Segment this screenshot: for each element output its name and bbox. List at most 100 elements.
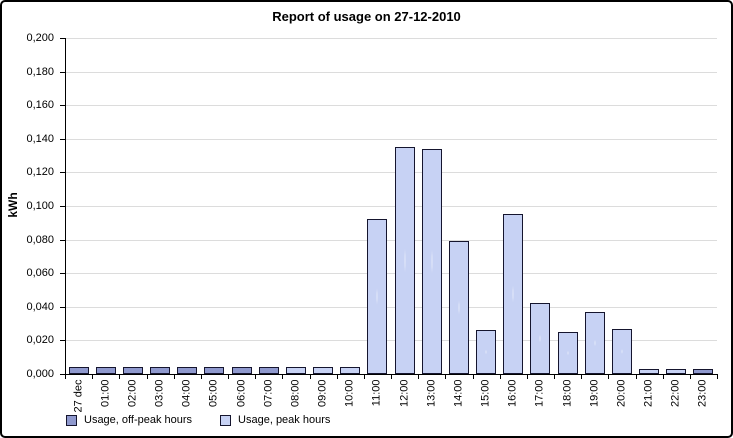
bar bbox=[96, 367, 116, 374]
x-axis-tick bbox=[65, 375, 66, 379]
x-axis-label: 09:00 bbox=[316, 379, 329, 408]
x-axis-label: 27 dec bbox=[72, 379, 85, 413]
y-axis-tick-label: 0,040 bbox=[26, 301, 54, 313]
bar bbox=[666, 369, 686, 374]
bar bbox=[639, 369, 659, 374]
x-axis-label: 19:00 bbox=[588, 379, 601, 408]
legend-label: Usage, peak hours bbox=[238, 414, 331, 426]
legend: Usage, off-peak hours Usage, peak hours bbox=[66, 414, 358, 426]
x-axis-label: 14:00 bbox=[452, 379, 465, 408]
bar bbox=[693, 369, 713, 374]
y-axis-tick bbox=[60, 206, 65, 207]
x-axis-label: 06:00 bbox=[235, 379, 248, 408]
bar bbox=[340, 367, 360, 374]
x-axis-tick bbox=[608, 375, 609, 379]
bar bbox=[558, 332, 578, 374]
x-axis-tick bbox=[445, 375, 446, 379]
bar bbox=[123, 367, 143, 374]
y-axis-tick bbox=[60, 340, 65, 341]
y-axis-tick bbox=[60, 307, 65, 308]
bar bbox=[422, 149, 442, 374]
x-axis-tick bbox=[690, 375, 691, 379]
bar bbox=[313, 367, 333, 374]
x-axis-tick bbox=[147, 375, 148, 379]
bar bbox=[177, 367, 197, 374]
legend-swatch-icon bbox=[220, 414, 232, 426]
x-axis-label: 01:00 bbox=[99, 379, 112, 408]
y-axis-tick bbox=[60, 72, 65, 73]
y-axis-tick-label: 0,180 bbox=[26, 66, 54, 78]
x-axis-tick bbox=[554, 375, 555, 379]
bar bbox=[395, 147, 415, 374]
x-axis-tick bbox=[581, 375, 582, 379]
legend-label: Usage, off-peak hours bbox=[84, 414, 193, 426]
x-axis-tick bbox=[473, 375, 474, 379]
y-axis-tick-label: 0,200 bbox=[26, 32, 54, 44]
bar bbox=[585, 312, 605, 374]
x-axis-label: 15:00 bbox=[479, 379, 492, 408]
y-axis-tick-label: 0,160 bbox=[26, 99, 54, 111]
bar bbox=[286, 367, 306, 374]
gridline bbox=[65, 206, 717, 207]
x-axis-line bbox=[65, 374, 718, 375]
x-axis-tick bbox=[636, 375, 637, 379]
legend-item: Usage, off-peak hours bbox=[66, 414, 192, 426]
gridline bbox=[65, 38, 717, 39]
x-axis-label: 21:00 bbox=[642, 379, 655, 408]
y-axis-line bbox=[65, 38, 66, 375]
gridline bbox=[65, 172, 717, 173]
y-axis-tick-label: 0,100 bbox=[26, 200, 54, 212]
y-axis-tick-label: 0,080 bbox=[26, 234, 54, 246]
y-axis-tick-label: 0,120 bbox=[26, 166, 54, 178]
gridline bbox=[65, 72, 717, 73]
y-axis-tick bbox=[60, 374, 65, 375]
x-axis-tick bbox=[391, 375, 392, 379]
x-axis-tick bbox=[119, 375, 120, 379]
x-axis-tick bbox=[174, 375, 175, 379]
bar bbox=[530, 303, 550, 374]
x-axis-tick bbox=[255, 375, 256, 379]
x-axis-label: 03:00 bbox=[153, 379, 166, 408]
bar bbox=[612, 329, 632, 374]
y-axis-tick bbox=[60, 240, 65, 241]
x-axis-tick bbox=[663, 375, 664, 379]
bar bbox=[476, 330, 496, 374]
y-axis-tick bbox=[60, 172, 65, 173]
x-axis-label: 16:00 bbox=[506, 379, 519, 408]
gridline bbox=[65, 340, 717, 341]
bar bbox=[204, 367, 224, 374]
x-axis-tick bbox=[337, 375, 338, 379]
x-axis-tick bbox=[201, 375, 202, 379]
y-axis-tick bbox=[60, 139, 65, 140]
x-axis-tick bbox=[310, 375, 311, 379]
x-axis-tick bbox=[717, 375, 718, 379]
x-axis-label: 17:00 bbox=[533, 379, 546, 408]
gridline bbox=[65, 105, 717, 106]
x-axis-label: 13:00 bbox=[425, 379, 438, 408]
x-axis-tick bbox=[364, 375, 365, 379]
x-axis-label: 05:00 bbox=[207, 379, 220, 408]
bar bbox=[69, 367, 89, 374]
x-axis-label: 07:00 bbox=[262, 379, 275, 408]
bar bbox=[367, 219, 387, 374]
x-axis-tick bbox=[92, 375, 93, 379]
x-axis-label: 02:00 bbox=[126, 379, 139, 408]
x-axis-tick bbox=[500, 375, 501, 379]
bar bbox=[449, 241, 469, 374]
x-axis-label: 04:00 bbox=[180, 379, 193, 408]
bar bbox=[259, 367, 279, 374]
x-axis-tick bbox=[228, 375, 229, 379]
y-axis-tick-label: 0,140 bbox=[26, 133, 54, 145]
x-axis-tick bbox=[418, 375, 419, 379]
bar bbox=[503, 214, 523, 374]
x-axis-label: 10:00 bbox=[343, 379, 356, 408]
x-axis-tick bbox=[527, 375, 528, 379]
bar bbox=[232, 367, 252, 374]
legend-item: Usage, peak hours bbox=[220, 414, 330, 426]
y-axis-tick bbox=[60, 38, 65, 39]
gridline bbox=[65, 240, 717, 241]
y-axis-tick bbox=[60, 105, 65, 106]
chart-title: Report of usage on 27-12-2010 bbox=[272, 9, 461, 24]
gridline bbox=[65, 307, 717, 308]
